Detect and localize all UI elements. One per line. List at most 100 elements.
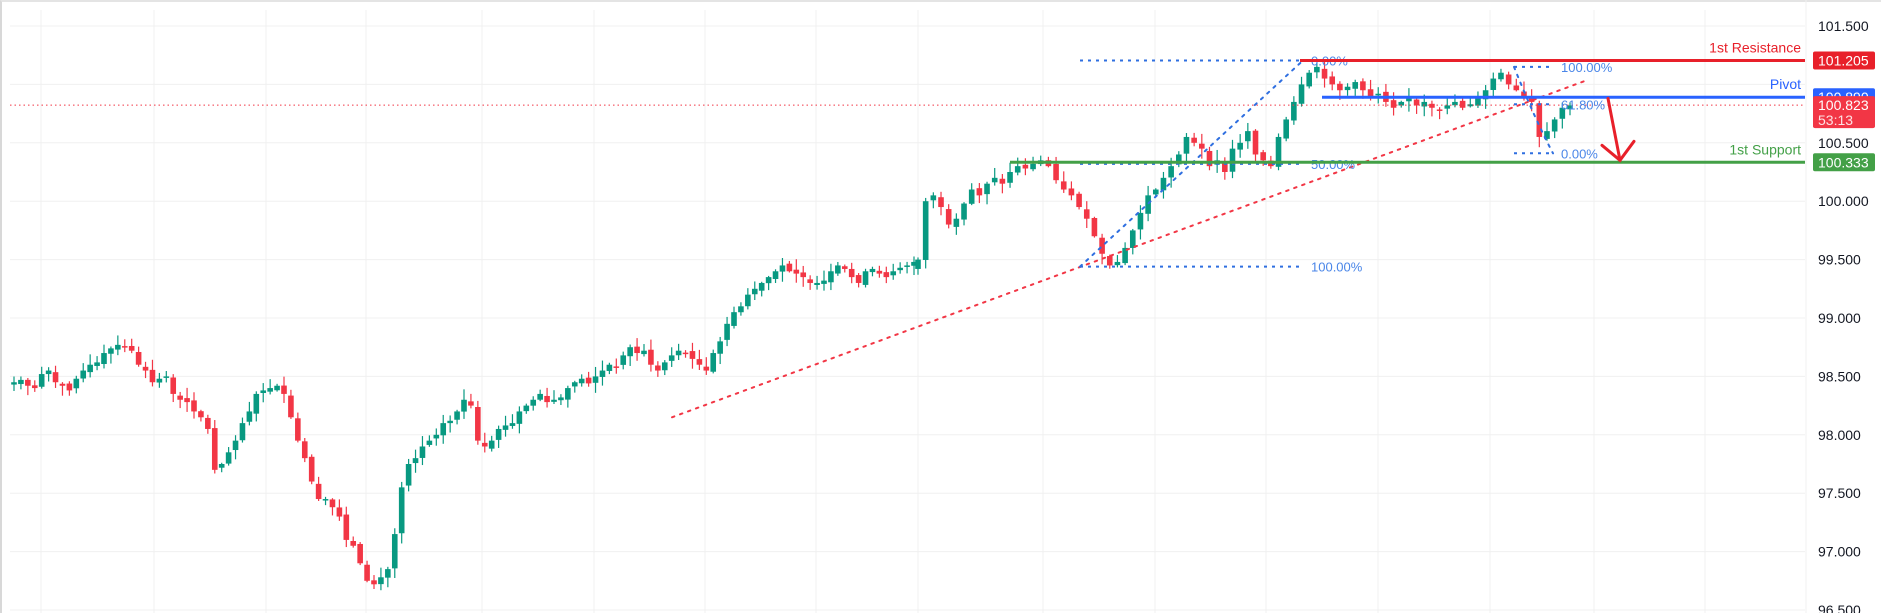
- candle-down[interactable]: [1513, 85, 1520, 91]
- candle-down[interactable]: [800, 272, 807, 278]
- candle-down[interactable]: [696, 359, 703, 365]
- candle-down[interactable]: [655, 365, 661, 371]
- candle-up[interactable]: [38, 374, 45, 387]
- candle-down[interactable]: [1106, 256, 1113, 266]
- candle-up[interactable]: [1176, 154, 1182, 165]
- candle-up[interactable]: [953, 218, 960, 227]
- candle-up[interactable]: [447, 420, 453, 424]
- candle-up[interactable]: [772, 271, 779, 279]
- candle-down[interactable]: [938, 197, 944, 208]
- candle-up[interactable]: [1551, 119, 1558, 132]
- candle-up[interactable]: [232, 440, 239, 451]
- candle-down[interactable]: [848, 268, 855, 278]
- candle-up[interactable]: [454, 411, 460, 420]
- candle-down[interactable]: [128, 345, 135, 351]
- candle-up[interactable]: [1237, 142, 1243, 150]
- candle-up[interactable]: [537, 393, 543, 400]
- candle-up[interactable]: [731, 312, 737, 326]
- candle-down[interactable]: [648, 349, 654, 365]
- candle-up[interactable]: [710, 353, 717, 372]
- candle-down[interactable]: [1076, 193, 1082, 208]
- candle-up[interactable]: [551, 399, 557, 402]
- candle-up[interactable]: [675, 350, 682, 356]
- candle-up[interactable]: [1314, 66, 1320, 73]
- candle-up[interactable]: [426, 440, 433, 445]
- candle-down[interactable]: [876, 270, 883, 274]
- candle-down[interactable]: [121, 346, 128, 348]
- candle-up[interactable]: [385, 569, 391, 578]
- candle-down[interactable]: [475, 407, 481, 441]
- candle-up[interactable]: [440, 423, 447, 436]
- candle-down[interactable]: [142, 366, 149, 371]
- candle-down[interactable]: [1206, 150, 1213, 167]
- candle-down[interactable]: [613, 366, 620, 368]
- candle-up[interactable]: [930, 195, 937, 201]
- candle-down[interactable]: [357, 543, 363, 564]
- candle-up[interactable]: [751, 288, 758, 295]
- candle-up[interactable]: [641, 350, 647, 355]
- candle-up[interactable]: [565, 388, 571, 400]
- candle-down[interactable]: [364, 564, 370, 581]
- candle-up[interactable]: [922, 201, 929, 260]
- candle-up[interactable]: [1352, 82, 1359, 89]
- candle-down[interactable]: [329, 499, 336, 508]
- candle-down[interactable]: [350, 541, 357, 546]
- candle-up[interactable]: [163, 376, 170, 378]
- candle-up[interactable]: [1030, 163, 1036, 170]
- candle-up[interactable]: [835, 265, 841, 274]
- candle-up[interactable]: [627, 347, 633, 357]
- candle-up[interactable]: [724, 323, 730, 340]
- candle-up[interactable]: [915, 259, 921, 269]
- candle-up[interactable]: [523, 405, 530, 412]
- candle-up[interactable]: [606, 364, 613, 371]
- candle-down[interactable]: [205, 417, 211, 429]
- candle-up[interactable]: [378, 577, 384, 585]
- candle-down[interactable]: [1329, 76, 1336, 85]
- candle-down[interactable]: [1199, 143, 1205, 149]
- candle-up[interactable]: [1559, 107, 1566, 119]
- candle-down[interactable]: [1068, 188, 1075, 196]
- candle-up[interactable]: [1114, 261, 1121, 266]
- candle-up[interactable]: [1129, 230, 1136, 248]
- candle-up[interactable]: [1482, 90, 1489, 100]
- candle-up[interactable]: [225, 452, 232, 464]
- current-price-tag[interactable]: [1813, 96, 1875, 129]
- candle-up[interactable]: [745, 294, 751, 307]
- candle-up[interactable]: [1291, 101, 1297, 121]
- candle-up[interactable]: [814, 282, 820, 286]
- candle-down[interactable]: [585, 377, 592, 384]
- candle-up[interactable]: [1467, 104, 1474, 107]
- candle-up[interactable]: [516, 411, 523, 424]
- candle-down[interactable]: [807, 279, 813, 283]
- candle-up[interactable]: [73, 378, 80, 389]
- candle-down[interactable]: [295, 418, 301, 441]
- candle-up[interactable]: [1452, 101, 1458, 106]
- candle-down[interactable]: [689, 351, 696, 359]
- candle-down[interactable]: [52, 372, 59, 383]
- candle-down[interactable]: [544, 395, 550, 403]
- candle-up[interactable]: [668, 355, 675, 361]
- candle-up[interactable]: [1145, 195, 1151, 214]
- candle-up[interactable]: [862, 271, 869, 285]
- candle-up[interactable]: [509, 423, 516, 426]
- candle-up[interactable]: [246, 411, 253, 422]
- candle-up[interactable]: [419, 446, 426, 458]
- trendline[interactable]: [671, 79, 1586, 419]
- candle-down[interactable]: [1521, 91, 1527, 97]
- candle-down[interactable]: [945, 209, 952, 225]
- candle-down[interactable]: [1252, 130, 1259, 155]
- candle-down[interactable]: [1022, 164, 1029, 169]
- candle-down[interactable]: [1099, 237, 1105, 254]
- candle-up[interactable]: [1475, 98, 1481, 106]
- candle-down[interactable]: [1360, 81, 1366, 91]
- candle-up[interactable]: [87, 364, 93, 373]
- candle-up[interactable]: [1137, 212, 1144, 230]
- candle-up[interactable]: [1122, 247, 1128, 264]
- candle-up[interactable]: [991, 177, 998, 183]
- candle-up[interactable]: [661, 362, 668, 371]
- candle-down[interactable]: [336, 507, 343, 517]
- candle-up[interactable]: [1298, 84, 1305, 104]
- candle-down[interactable]: [1260, 152, 1266, 161]
- candle-up[interactable]: [11, 382, 17, 385]
- candle-up[interactable]: [717, 341, 723, 354]
